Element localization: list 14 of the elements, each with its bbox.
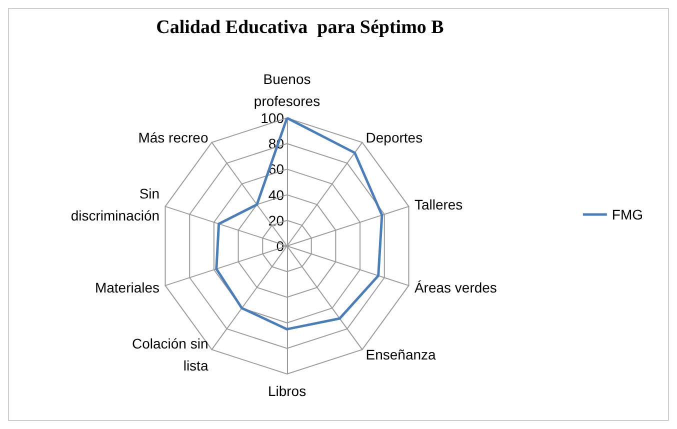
chart-title: Calidad Educativa para Séptimo B xyxy=(156,17,444,38)
spoke-label: Áreas verdes xyxy=(414,279,497,296)
spoke-label: Materiales xyxy=(94,279,160,296)
y-tick-label: 40 xyxy=(268,186,284,203)
legend-label: FMG xyxy=(612,206,644,222)
spoke-label: Deportes xyxy=(366,130,423,146)
spoke-label: Sin discriminación xyxy=(70,186,160,224)
spoke-label: Colación sin lista xyxy=(132,335,208,374)
spoke-label: Talleres xyxy=(414,196,463,213)
spoke-label: Más recreo xyxy=(138,130,208,146)
y-tick-label: 100 xyxy=(260,110,284,126)
spoke-label: Buenos profesores xyxy=(254,71,320,109)
spoke-label: Libros xyxy=(268,383,306,399)
spoke-label: Enseñanza xyxy=(366,346,436,362)
